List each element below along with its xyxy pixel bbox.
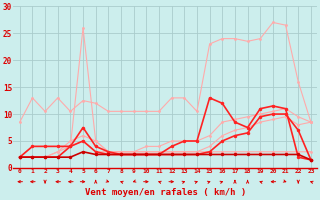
X-axis label: Vent moyen/en rafales ( km/h ): Vent moyen/en rafales ( km/h ) bbox=[85, 188, 246, 197]
